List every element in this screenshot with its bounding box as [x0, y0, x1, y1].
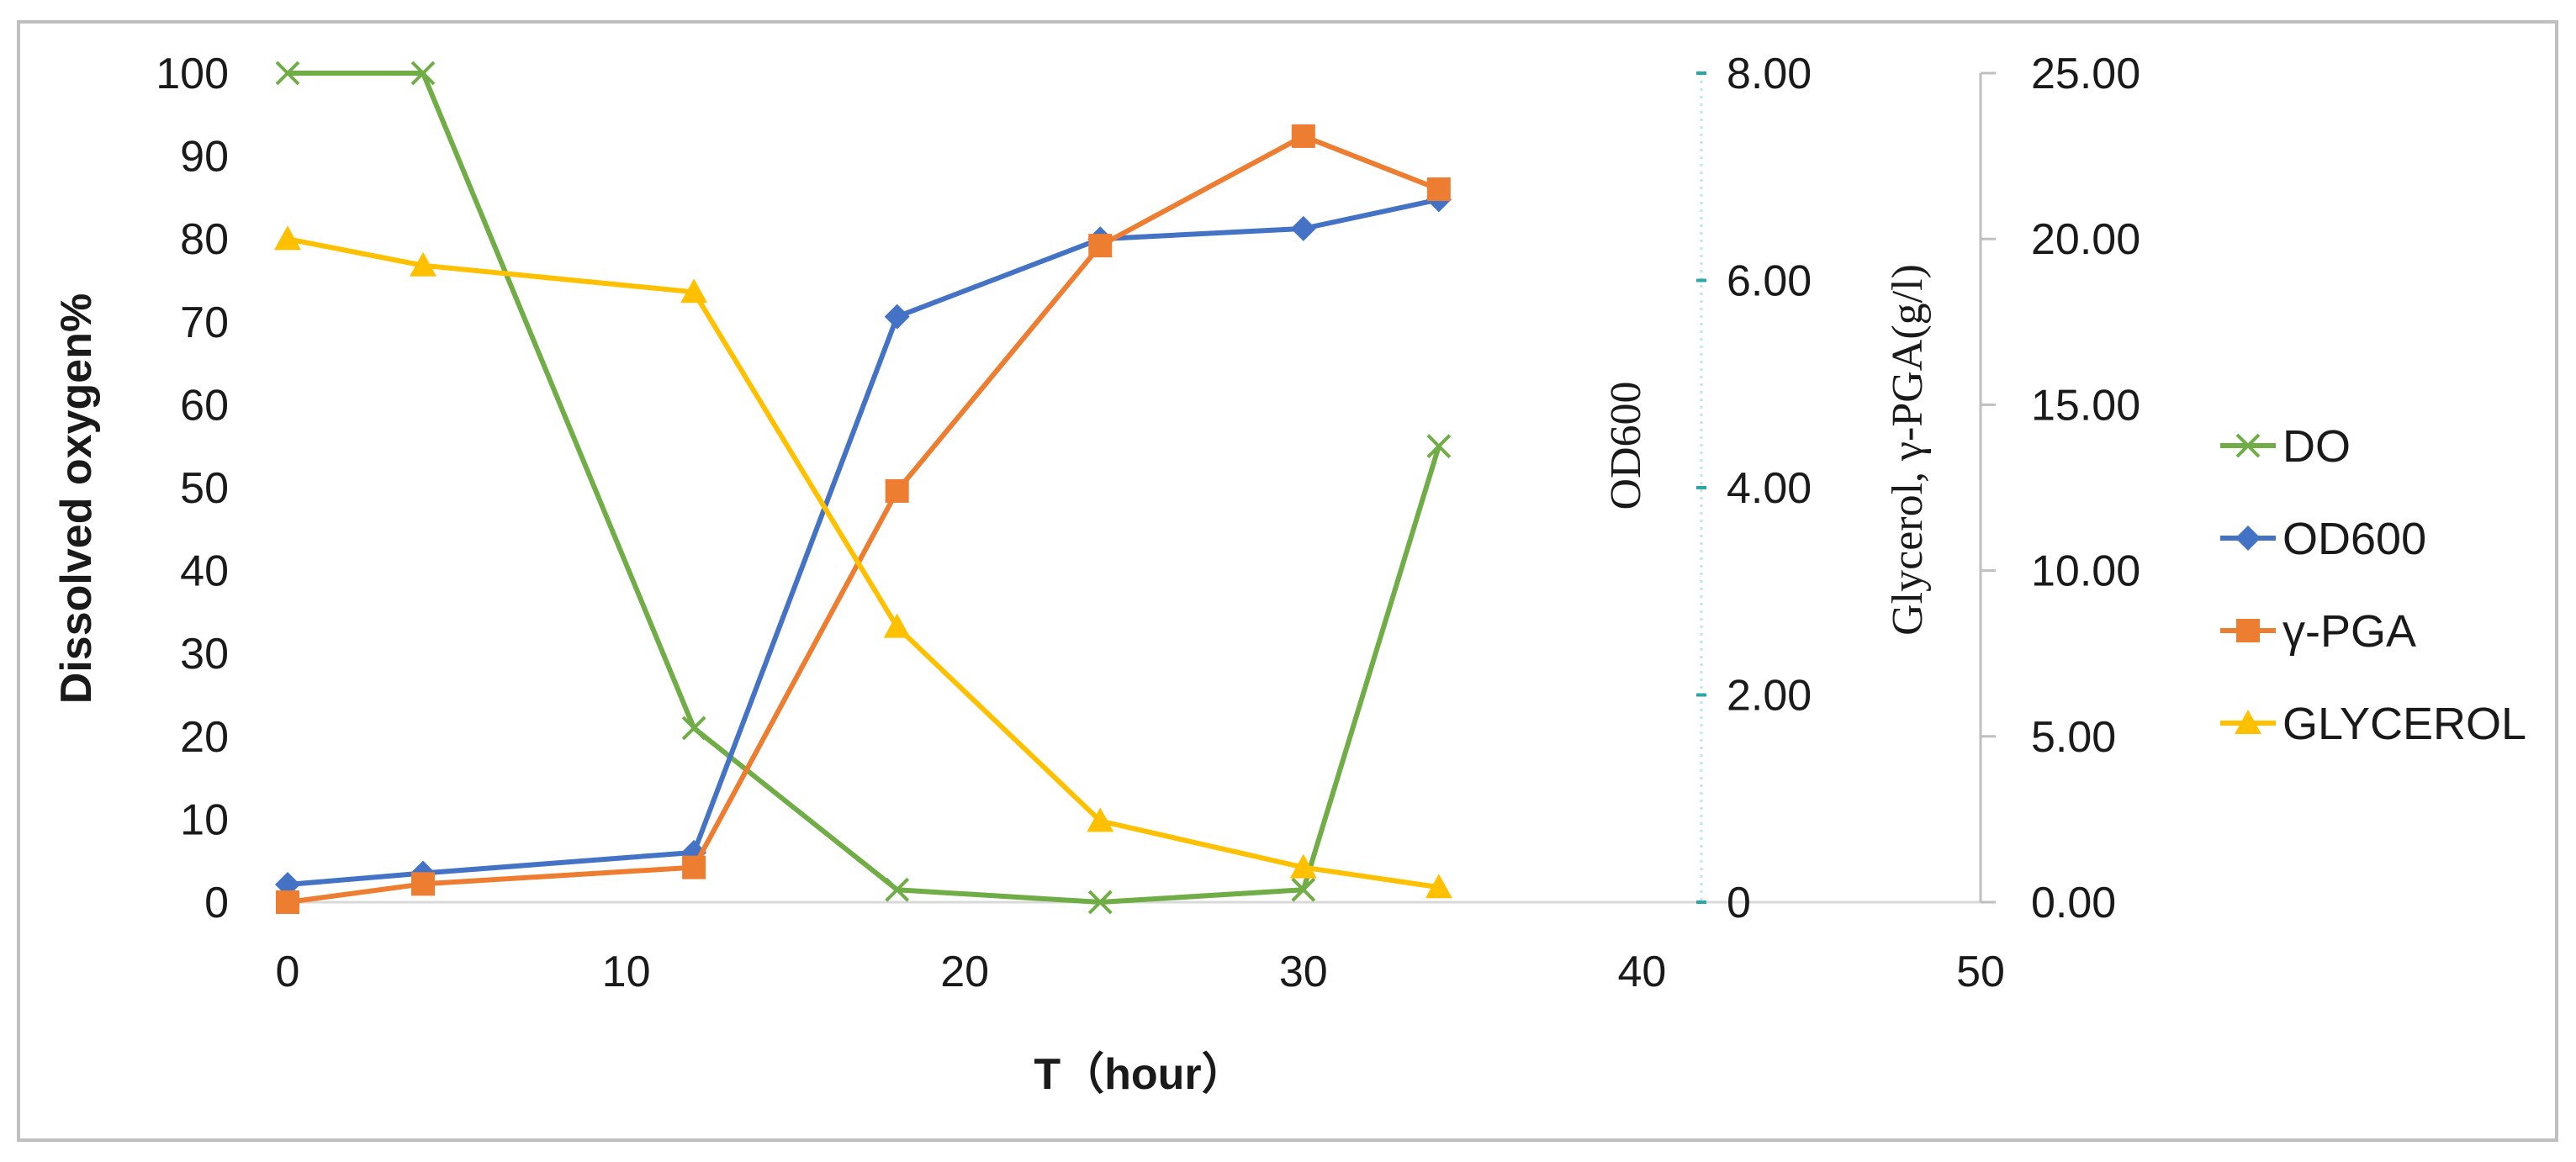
x-tick-label: 10 — [602, 948, 651, 996]
data-point-pga — [1426, 177, 1451, 202]
series-layer — [274, 61, 1452, 915]
data-point-do — [681, 716, 706, 741]
data-point-od600 — [884, 304, 910, 330]
legend-entry-do: DO — [2220, 421, 2351, 472]
left-tick-label: 60 — [180, 381, 229, 430]
data-point-glycerol — [883, 613, 911, 638]
right-tick-label: 25.00 — [2031, 50, 2140, 98]
data-point-pga — [682, 855, 706, 879]
data-point-do — [1291, 877, 1316, 902]
data-point-do — [410, 61, 436, 86]
left-tick-label: 70 — [180, 298, 229, 347]
data-point-glycerol — [1087, 807, 1114, 832]
data-point-pga — [411, 872, 436, 896]
marker-stroke — [2235, 433, 2261, 458]
right-tick-label: 0.00 — [2031, 879, 2116, 927]
legend-swatch-marker — [2235, 710, 2261, 734]
series-do — [275, 61, 1452, 915]
data-point-pga — [885, 478, 909, 503]
left-tick-label: 10 — [180, 795, 229, 844]
right-axis-title: Glycerol, γ-PGA(g/l) — [1884, 264, 1932, 636]
left-tick-label: 30 — [180, 630, 229, 679]
mid-tick-label: 0 — [1727, 879, 1751, 927]
left-tick-label: 90 — [180, 133, 229, 182]
data-point-pga — [1291, 124, 1315, 148]
marker-stroke — [275, 61, 300, 86]
chart-frame — [17, 20, 2558, 1142]
data-point-od600 — [1290, 215, 1316, 241]
data-point-glycerol — [1289, 853, 1317, 879]
legend-label: DO — [2282, 421, 2351, 472]
x-tick-label: 30 — [1279, 948, 1328, 996]
mid-tick-label: 4.00 — [1727, 464, 1812, 513]
data-point-glycerol — [274, 225, 301, 251]
legend-swatch-marker — [2236, 619, 2260, 642]
data-point-do — [1426, 434, 1452, 459]
data-point-glycerol — [1425, 874, 1452, 899]
left-tick-label: 40 — [180, 547, 229, 596]
right-tick-label: 15.00 — [2031, 381, 2140, 430]
data-point-pga — [276, 890, 299, 914]
series-glycerol — [274, 225, 1452, 899]
right-tick-label: 5.00 — [2031, 713, 2116, 762]
x-axis-title: T（hour） — [1034, 1050, 1245, 1099]
mid-axis-title: OD600 — [1602, 381, 1650, 510]
left-tick-label: 0 — [204, 879, 229, 927]
left-tick-label: 80 — [180, 215, 229, 264]
x-tick-label: 0 — [276, 948, 300, 996]
left-tick-label: 100 — [156, 50, 229, 98]
legend-label: γ-PGA — [2282, 606, 2416, 657]
legend-entry-od600: OD600 — [2220, 514, 2426, 564]
data-point-do — [275, 61, 300, 86]
legend-entry-glycerol: GLYCEROL — [2220, 699, 2526, 749]
left-tick-label: 50 — [180, 464, 229, 513]
x-tick-label: 20 — [940, 948, 989, 996]
data-point-do — [885, 877, 910, 902]
marker-stroke — [885, 877, 910, 902]
left-tick-label: 20 — [180, 713, 229, 762]
marker-stroke — [681, 716, 706, 741]
legend-swatch-marker — [2235, 433, 2261, 458]
legend-label: GLYCEROL — [2282, 699, 2526, 749]
axes-layer: 0 10 20 30 40 50 0 10 20 30 40 50 60 70 80 90 100 0 2.00 4.… — [52, 50, 2140, 1099]
data-point-glycerol — [410, 251, 437, 277]
mid-tick-label: 8.00 — [1727, 50, 1812, 98]
mid-tick-label: 2.00 — [1727, 672, 1812, 721]
right-tick-label: 10.00 — [2031, 547, 2140, 596]
x-tick-label: 40 — [1617, 948, 1666, 996]
legend: DO OD600 γ-PGA GLYCEROL — [2220, 421, 2526, 749]
legend-label: OD600 — [2282, 514, 2426, 564]
data-point-pga — [1088, 234, 1113, 258]
data-point-glycerol — [680, 278, 708, 304]
legend-swatch-marker — [2235, 526, 2261, 551]
marker-stroke — [410, 61, 436, 86]
data-point-do — [1087, 890, 1113, 915]
marker-stroke — [1087, 890, 1113, 915]
legend-entry-pga: γ-PGA — [2220, 606, 2416, 657]
x-tick-label: 50 — [1956, 948, 2005, 996]
mid-tick-label: 6.00 — [1727, 257, 1812, 306]
right-tick-label: 20.00 — [2031, 215, 2140, 264]
marker-stroke — [1291, 877, 1316, 902]
marker-stroke — [1426, 434, 1452, 459]
series-pga — [276, 124, 1451, 914]
left-axis-title: Dissolved oxygen% — [52, 293, 101, 704]
